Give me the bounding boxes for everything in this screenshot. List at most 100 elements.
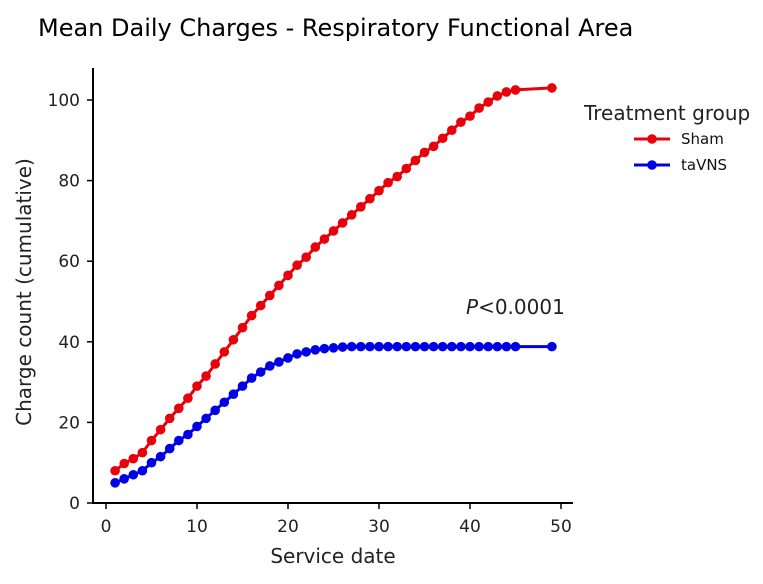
data-point-sham-39: [456, 117, 466, 127]
data-point-tavns-49: [547, 341, 557, 352]
data-point-tavns-31: [383, 341, 393, 352]
data-point-sham-37: [437, 133, 448, 144]
series-line-tavns: [114, 345, 552, 485]
data-point-tavns-18: [265, 361, 275, 371]
y-tick-label-80: 80: [58, 172, 80, 192]
data-point-sham-19: [274, 280, 284, 291]
series-tavns: [110, 341, 557, 488]
data-point-tavns-36: [428, 341, 439, 352]
data-point-tavns-26: [337, 342, 348, 352]
data-point-sham-38: [447, 125, 457, 136]
legend-label-sham: Sham: [681, 130, 724, 148]
data-point-sham-26: [337, 218, 348, 228]
data-point-sham-1: [110, 465, 120, 476]
data-point-sham-35: [419, 147, 430, 158]
data-point-sham-7: [164, 413, 175, 424]
legend-item-sham: Sham: [634, 130, 724, 148]
data-point-sham-34: [410, 155, 421, 166]
data-point-tavns-21: [292, 349, 302, 359]
data-point-sham-24: [319, 234, 330, 244]
data-point-tavns-2: [119, 474, 129, 484]
x-tick-label-20: 20: [277, 517, 299, 537]
x-tick-label-0: 0: [101, 517, 112, 537]
chart-title: Mean Daily Charges - Respiratory Functio…: [38, 14, 633, 42]
legend-label-tavns: taVNS: [681, 156, 727, 174]
data-point-tavns-28: [356, 341, 366, 352]
x-tick-label-40: 40: [459, 517, 481, 537]
data-point-sham-9: [183, 393, 193, 404]
legend-items: Sham taVNS: [634, 130, 727, 174]
data-point-tavns-42: [483, 341, 494, 352]
data-point-sham-20: [283, 270, 293, 281]
data-point-sham-31: [383, 177, 393, 188]
data-point-tavns-11: [201, 413, 211, 424]
data-point-sham-5: [146, 435, 157, 446]
y-tick-label-0: 0: [69, 494, 80, 514]
data-point-sham-33: [401, 163, 412, 174]
data-point-sham-41: [474, 103, 484, 113]
data-point-sham-49: [547, 83, 557, 93]
data-point-tavns-22: [301, 347, 312, 357]
data-point-sham-36: [428, 141, 439, 152]
data-point-tavns-1: [110, 478, 120, 488]
data-point-sham-30: [374, 185, 384, 196]
y-tick-label-100: 100: [48, 91, 80, 111]
data-point-tavns-5: [146, 457, 157, 468]
y-tick-label-20: 20: [58, 413, 80, 433]
x-tick-label-30: 30: [368, 517, 390, 537]
data-point-tavns-10: [192, 421, 202, 432]
p-value-annotation: P<0.0001: [466, 295, 565, 319]
data-point-tavns-20: [283, 353, 293, 363]
data-point-tavns-30: [374, 341, 384, 352]
data-point-tavns-39: [456, 341, 466, 352]
data-point-sham-16: [246, 310, 257, 321]
legend-swatch-dot-tavns: [647, 160, 657, 170]
x-tick-label-50: 50: [550, 517, 572, 537]
data-point-sham-6: [155, 424, 166, 435]
data-point-sham-11: [201, 371, 211, 381]
data-point-sham-12: [210, 359, 220, 369]
data-point-sham-42: [483, 97, 494, 107]
data-point-tavns-32: [392, 341, 403, 352]
y-axis-label: Charge count (cumulative): [12, 158, 36, 426]
data-point-tavns-37: [437, 341, 448, 352]
data-point-tavns-13: [219, 397, 230, 408]
data-point-tavns-9: [183, 429, 193, 440]
data-point-tavns-43: [492, 341, 503, 352]
data-point-sham-22: [301, 252, 312, 262]
data-point-tavns-40: [465, 341, 475, 352]
y-ticks: 0 20 40 60 80 100: [48, 91, 93, 514]
data-point-sham-23: [310, 242, 321, 252]
p-value-symbol: P: [466, 295, 479, 319]
legend-item-tavns: taVNS: [634, 156, 727, 174]
data-point-tavns-16: [246, 373, 257, 383]
data-point-sham-29: [365, 193, 375, 204]
data-point-tavns-25: [328, 343, 339, 353]
data-point-tavns-6: [155, 451, 166, 462]
data-point-tavns-3: [128, 469, 139, 480]
data-point-sham-40: [465, 111, 475, 121]
p-value-text: <0.0001: [478, 295, 565, 319]
data-point-sham-3: [128, 453, 139, 464]
data-point-tavns-44: [501, 341, 512, 352]
data-point-sham-27: [346, 210, 357, 220]
data-point-tavns-15: [237, 381, 248, 391]
data-point-sham-44: [501, 87, 512, 97]
data-point-sham-8: [174, 403, 184, 414]
data-point-tavns-45: [510, 341, 521, 352]
data-point-sham-25: [328, 226, 339, 236]
x-ticks: 0 10 20 30 40 50: [101, 503, 572, 537]
data-point-tavns-12: [210, 405, 220, 416]
data-point-tavns-29: [365, 341, 375, 352]
data-point-sham-15: [237, 322, 248, 333]
data-point-tavns-27: [346, 341, 357, 352]
data-point-sham-21: [292, 260, 302, 271]
data-point-sham-13: [219, 347, 230, 357]
data-point-tavns-17: [255, 367, 266, 377]
x-axis-label: Service date: [270, 544, 395, 568]
legend-swatch-dot-sham: [647, 134, 657, 144]
data-point-sham-4: [137, 447, 148, 458]
data-point-sham-28: [356, 201, 366, 212]
data-point-sham-2: [119, 458, 129, 469]
